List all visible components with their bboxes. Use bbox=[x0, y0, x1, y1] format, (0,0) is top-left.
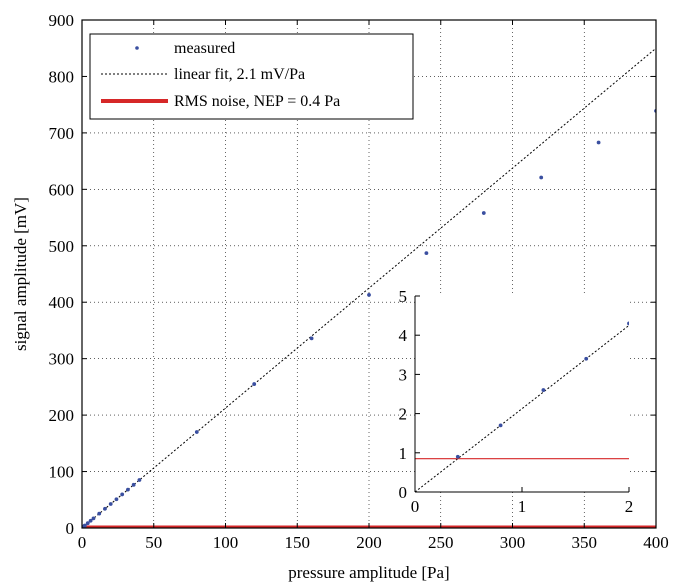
measured-point bbox=[596, 140, 601, 145]
inset-x-tick-label: 0 bbox=[411, 497, 420, 516]
y-tick-label: 500 bbox=[49, 237, 75, 256]
x-tick-label: 350 bbox=[572, 533, 598, 552]
inset-linear-fit-line bbox=[415, 325, 629, 492]
inset-y-tick-label: 3 bbox=[399, 365, 408, 384]
linear-fit-line bbox=[82, 47, 656, 528]
inset-measured-point bbox=[498, 423, 503, 428]
inset-x-tick-label: 1 bbox=[518, 497, 527, 516]
y-tick-label: 300 bbox=[49, 350, 75, 369]
measured-point bbox=[252, 382, 257, 386]
inset-chart: 0 1 2 0 1 2 3 4 5 bbox=[399, 287, 634, 516]
inset-y-tick-label: 4 bbox=[399, 326, 408, 345]
x-tick-label: 50 bbox=[145, 533, 162, 552]
y-tick-label: 0 bbox=[66, 519, 75, 538]
measured-point bbox=[91, 516, 96, 521]
legend: measured linear fit, 2.1 mV/Pa RMS noise… bbox=[89, 33, 414, 120]
measured-point bbox=[126, 487, 130, 492]
x-tick-label: 300 bbox=[500, 533, 526, 552]
measured-point bbox=[114, 497, 119, 502]
x-tick-label: 100 bbox=[213, 533, 239, 552]
inset-y-tick-label: 2 bbox=[399, 405, 408, 424]
y-tick-label: 900 bbox=[49, 11, 75, 30]
measured-point bbox=[120, 492, 125, 497]
legend-marker-measured bbox=[135, 46, 139, 50]
measured-point bbox=[194, 430, 199, 434]
inset-y-tick-label: 1 bbox=[399, 444, 408, 463]
x-tick-label: 400 bbox=[643, 533, 669, 552]
legend-box bbox=[89, 33, 414, 120]
y-tick-label: 100 bbox=[49, 463, 75, 482]
inset-measured-point bbox=[541, 388, 546, 392]
measured-point bbox=[82, 523, 87, 528]
y-tick-label: 600 bbox=[49, 180, 75, 199]
inset-measured-point bbox=[627, 321, 629, 326]
inset-measured-point bbox=[455, 454, 460, 459]
legend-label-measured: measured bbox=[174, 40, 235, 57]
y-axis-label: signal amplitude [mV] bbox=[11, 197, 30, 351]
x-tick-label: 0 bbox=[78, 533, 87, 552]
x-axis-label: pressure amplitude [Pa] bbox=[288, 563, 449, 582]
measured-point bbox=[108, 502, 113, 506]
y-tick-label: 700 bbox=[49, 124, 75, 143]
inset-x-tick-label: 2 bbox=[625, 497, 634, 516]
inset-ticks: 0 1 2 0 1 2 3 4 5 bbox=[399, 287, 634, 516]
measured-point bbox=[367, 292, 371, 297]
measured-point bbox=[424, 251, 429, 256]
y-tick-label: 200 bbox=[49, 406, 75, 425]
measured-point bbox=[309, 336, 314, 341]
y-tick-label: 400 bbox=[49, 293, 75, 312]
measured-point bbox=[88, 518, 93, 523]
measured-point bbox=[137, 478, 142, 482]
x-tick-label: 200 bbox=[356, 533, 382, 552]
measured-point bbox=[481, 211, 486, 215]
legend-label-linear-fit: linear fit, 2.1 mV/Pa bbox=[174, 66, 305, 83]
measured-point bbox=[539, 175, 544, 180]
measured-point bbox=[131, 482, 136, 487]
main-ticks: 0 50 100 150 200 250 300 350 4000100200300400500… bbox=[49, 11, 669, 552]
measured-point bbox=[103, 506, 107, 511]
inset-series bbox=[415, 321, 629, 492]
inset-y-tick-label: 5 bbox=[399, 287, 408, 306]
inset-y-tick-label: 0 bbox=[399, 483, 408, 502]
x-tick-label: 250 bbox=[428, 533, 454, 552]
measured-point bbox=[85, 521, 90, 526]
y-tick-label: 800 bbox=[49, 67, 75, 86]
inset-background bbox=[415, 296, 629, 492]
x-tick-label: 150 bbox=[285, 533, 311, 552]
legend-label-rms-noise: RMS noise, NEP = 0.4 Pa bbox=[174, 93, 340, 110]
inset-measured-point bbox=[584, 356, 589, 361]
measured-point bbox=[97, 511, 102, 516]
